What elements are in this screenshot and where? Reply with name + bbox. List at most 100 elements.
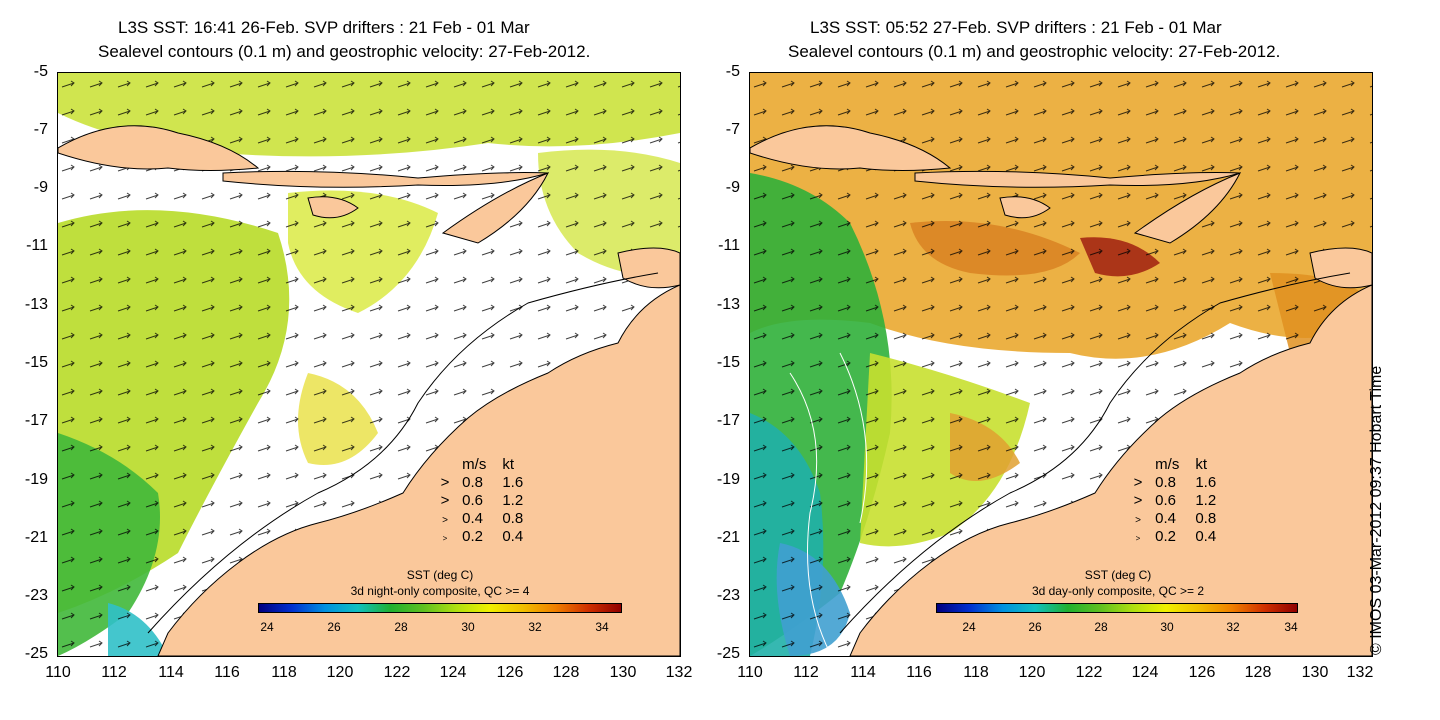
y-tick: -5: [33, 63, 48, 80]
y-tick: -21: [716, 529, 740, 546]
land-java: [58, 125, 260, 171]
vector-arrow-icon: >: [442, 534, 448, 543]
x-tick: 114: [158, 664, 184, 681]
land-sumba: [999, 196, 1051, 219]
colorbar-tick: 34: [1284, 620, 1298, 634]
vector-arrow-icon: >: [440, 474, 450, 491]
vector-arrow-icon: >: [1133, 492, 1143, 509]
y-tick: -21: [24, 529, 48, 546]
y-tick: -23: [24, 587, 48, 604]
colorbar-tick: 30: [461, 620, 475, 634]
y-tick: -5: [725, 63, 740, 80]
colorbar-tick: 28: [394, 620, 408, 634]
y-tick: -15: [24, 354, 48, 371]
colorbar-title: SST (deg C): [1084, 568, 1152, 582]
legend-header-kt: kt: [1195, 456, 1208, 473]
x-tick: 112: [101, 664, 127, 681]
land-australia: [157, 284, 680, 656]
x-tick: 120: [326, 664, 354, 681]
land-timor: [441, 172, 550, 244]
land-australia: [849, 284, 1372, 656]
x-tick: 124: [1131, 664, 1159, 681]
x-tick: 116: [906, 664, 932, 681]
vector-arrow-icon: >: [1135, 515, 1141, 526]
y-tick: -15: [716, 354, 740, 371]
y-tick: -9: [33, 179, 48, 196]
y-tick: -11: [26, 237, 48, 254]
sst-map-svg: [750, 73, 1372, 656]
legend-header-ms: m/s: [1155, 456, 1180, 473]
velocity-legend: m/s kt > 0.8 1.6 > 0.6 1.2 > 0.4 0.8 > 0…: [1125, 456, 1217, 546]
colorbar-tick: 24: [962, 620, 976, 634]
x-tick: 112: [793, 664, 819, 681]
x-tick: 114: [850, 664, 876, 681]
legend-header-kt: kt: [502, 456, 515, 473]
legend-row: > 0.4 0.8: [432, 510, 523, 528]
y-tick: -7: [725, 121, 740, 138]
right-map-panel: L3S SST: 05:52 27-Feb. SVP drifters : 21…: [700, 0, 1420, 720]
colorbar-tick: 24: [260, 620, 274, 634]
x-tick: 122: [383, 664, 411, 681]
x-tick: 110: [737, 664, 763, 681]
x-tick: 126: [496, 664, 524, 681]
x-tick: 118: [271, 664, 297, 681]
colorbar-tick: 34: [595, 620, 609, 634]
sst-map-night: [57, 72, 681, 657]
y-tick: -25: [24, 645, 48, 662]
colorbar: [936, 603, 1298, 613]
x-tick: 120: [1018, 664, 1046, 681]
colorbar: [258, 603, 622, 613]
vector-arrow-icon: >: [440, 492, 450, 509]
legend-header-ms: m/s: [462, 456, 487, 473]
y-tick: -11: [718, 237, 740, 254]
y-tick: -17: [716, 412, 740, 429]
x-tick: 126: [1188, 664, 1216, 681]
x-tick: 116: [214, 664, 240, 681]
land-timor: [1133, 172, 1242, 244]
legend-row: > 0.6 1.2: [432, 492, 524, 510]
vector-arrow-icon: >: [1135, 534, 1141, 543]
colorbar-subtitle: 3d day-only composite, QC >= 2: [1031, 584, 1205, 598]
map-title-line2: Sealevel contours (0.1 m) and geostrophi…: [788, 42, 1281, 61]
legend-row: > 0.6 1.2: [1125, 492, 1217, 510]
colorbar-tick: 26: [327, 620, 341, 634]
x-tick: 118: [963, 664, 989, 681]
left-map-panel: L3S SST: 16:41 26-Feb. SVP drifters : 21…: [24, 18, 692, 681]
x-tick: 128: [552, 664, 580, 681]
colorbar-tick: 32: [1226, 620, 1240, 634]
colorbar-tick: 30: [1160, 620, 1174, 634]
x-tick: 122: [1075, 664, 1103, 681]
x-tick: 128: [1244, 664, 1272, 681]
colorbar-tick: 28: [1094, 620, 1108, 634]
sst-map-day: [749, 72, 1373, 657]
legend-row: > 0.4 0.8: [1125, 510, 1216, 528]
y-tick: -7: [33, 121, 48, 138]
colorbar-tick: 26: [1028, 620, 1042, 634]
sst-map-svg: [58, 73, 680, 656]
vector-arrow-icon: >: [442, 515, 448, 526]
velocity-legend: m/s kt > 0.8 1.6 > 0.6 1.2 > 0.4 0.8 > 0…: [432, 456, 524, 546]
x-tick: 110: [45, 664, 71, 681]
imos-credit: © IMOS 03-Mar-2012 09:37 Hobart Time: [1368, 365, 1385, 655]
x-tick: 130: [609, 664, 637, 681]
y-tick: -13: [716, 296, 740, 313]
y-tick: -19: [716, 471, 740, 488]
x-tick: 130: [1301, 664, 1329, 681]
legend-row: > 0.2 0.4: [432, 528, 524, 546]
colorbar-subtitle: 3d night-only composite, QC >= 4: [350, 584, 530, 598]
y-tick: -9: [725, 179, 740, 196]
map-title-line1: L3S SST: 05:52 27-Feb. SVP drifters : 21…: [810, 18, 1222, 37]
legend-row: > 0.8 1.6: [432, 474, 524, 492]
x-tick: 124: [439, 664, 467, 681]
vector-arrow-icon: >: [1133, 474, 1143, 491]
land-sumba: [307, 196, 359, 219]
colorbar-title: SST (deg C): [406, 568, 474, 582]
y-tick: -13: [24, 296, 48, 313]
land-java: [750, 125, 952, 171]
y-tick: -23: [716, 587, 740, 604]
y-tick: -19: [24, 471, 48, 488]
y-tick: -17: [24, 412, 48, 429]
legend-row: > 0.2 0.4: [1125, 528, 1217, 546]
y-tick: -25: [716, 645, 740, 662]
colorbar-tick: 32: [528, 620, 542, 634]
